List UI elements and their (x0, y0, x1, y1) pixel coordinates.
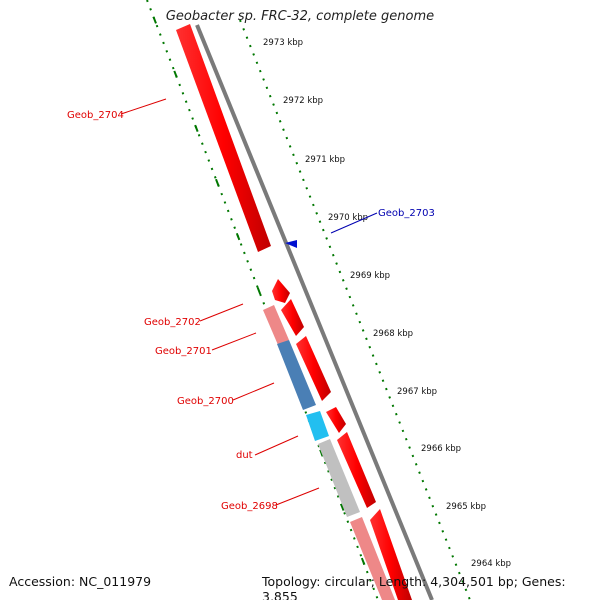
gene-label-geob-2704[interactable]: Geob_2704 (67, 110, 124, 121)
gene-geob-2701[interactable] (263, 305, 289, 345)
kbp-label: 2973 kbp (263, 38, 303, 48)
gene-label-geob-2698[interactable]: Geob_2698 (221, 501, 278, 512)
kbp-label: 2972 kbp (283, 96, 323, 106)
gene-geob-2702[interactable] (272, 279, 290, 303)
gene-leader-lines (120, 98, 378, 506)
gene-feature-red[interactable] (326, 407, 346, 433)
kbp-label: 2964 kbp (471, 559, 511, 569)
gene-feature-red[interactable] (370, 509, 412, 600)
gene-label-geob-2702[interactable]: Geob_2702 (144, 317, 201, 328)
kbp-label: 2971 kbp (305, 155, 345, 165)
gene-label-geob-2701[interactable]: Geob_2701 (155, 346, 212, 357)
gene-label-geob-2700[interactable]: Geob_2700 (177, 396, 234, 407)
gene-geob-2700[interactable] (277, 340, 316, 410)
gene-label-dut[interactable]: dut (236, 450, 253, 461)
gene-feature-red[interactable] (281, 299, 304, 336)
gene-feature-red[interactable] (337, 432, 376, 508)
kbp-label: 2970 kbp (328, 213, 368, 223)
kbp-label: 2969 kbp (350, 271, 390, 281)
kbp-label: 2966 kbp (421, 444, 461, 454)
genome-backbone (195, 24, 434, 600)
gene-label-geob-2703[interactable]: Geob_2703 (378, 208, 435, 219)
gene-dut[interactable] (306, 411, 329, 441)
gene-geob-2703[interactable] (285, 240, 297, 248)
accession-text: Accession: NC_011979 (9, 574, 152, 589)
kbp-label: 2965 kbp (446, 502, 486, 512)
gene-feature-red[interactable] (296, 336, 331, 401)
gene-geob-2704[interactable] (176, 24, 271, 252)
kbp-label: 2967 kbp (397, 387, 437, 397)
gene-geob-2698[interactable] (318, 439, 360, 517)
gene-feature-pale[interactable] (350, 517, 395, 600)
topology-text: Topology: circular; Length: 4,304,501 bp… (262, 574, 566, 600)
kbp-label: 2968 kbp (373, 329, 413, 339)
kbp-labels: 2973 kbp 2972 kbp 2971 kbp 2970 kbp 2969… (263, 38, 511, 569)
genome-title: Geobacter sp. FRC-32, complete genome (165, 9, 435, 24)
